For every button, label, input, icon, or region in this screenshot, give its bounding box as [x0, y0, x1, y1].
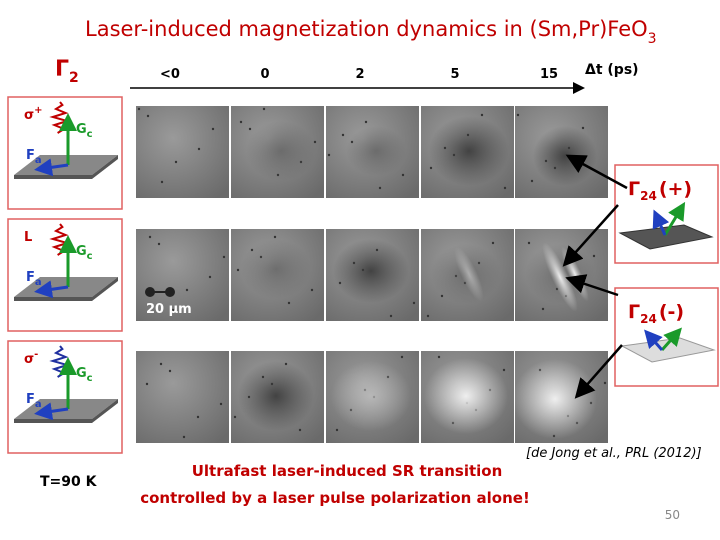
- microscope-image: [231, 106, 324, 198]
- page-number: 50: [665, 508, 680, 522]
- time-label: 0: [260, 67, 269, 82]
- polarization-label: σ+: [24, 105, 43, 123]
- citation: [de Jong et al., PRL (2012)]: [526, 446, 702, 461]
- time-label: 2: [355, 67, 364, 82]
- polarization-panel: σ+ Gc Fa: [7, 96, 123, 210]
- microscope-image: [136, 351, 229, 443]
- final-phase-panel: Γ24 (+): [614, 164, 719, 264]
- microscope-image: [515, 106, 608, 198]
- polarization-label: L: [24, 230, 32, 245]
- final-phase-panel: Γ24 (-): [614, 287, 719, 387]
- time-label: 15: [540, 67, 558, 82]
- microscope-image: [421, 351, 514, 443]
- g-label: Gc: [76, 244, 93, 262]
- time-label: 5: [450, 67, 459, 82]
- time-unit: Δt (ps): [585, 62, 639, 78]
- microscope-image: [231, 351, 324, 443]
- microscope-image: [326, 106, 419, 198]
- time-label: <0: [160, 67, 180, 82]
- microscope-image: [136, 229, 229, 321]
- temperature: T=90 K: [40, 474, 98, 490]
- caption-line: controlled by a laser pulse polarization…: [140, 489, 530, 507]
- pointer-arrows: [562, 154, 628, 399]
- microscope-image: [421, 106, 514, 198]
- f-label: Fa: [26, 270, 42, 288]
- microscope-image: [326, 351, 419, 443]
- microscope-image: [231, 229, 324, 321]
- polarization-panel: σ- Gc Fa: [7, 340, 123, 454]
- microscope-image: [136, 106, 229, 198]
- microscope-image: [515, 229, 608, 321]
- initial-phase: Γ2: [55, 57, 79, 86]
- polarization-label: σ-: [24, 349, 38, 367]
- g-label: Gc: [76, 366, 93, 384]
- microscope-image: [421, 229, 514, 321]
- scale-bar: 20 μm: [145, 287, 192, 317]
- scale-label: 20 μm: [146, 302, 192, 317]
- polarization-panel: L Gc Fa: [7, 218, 123, 332]
- f-label: Fa: [26, 392, 42, 410]
- title: Laser-induced magnetization dynamics in …: [85, 17, 657, 47]
- g-label: Gc: [76, 122, 93, 140]
- microscope-image: [513, 351, 608, 443]
- final-phase-label: Γ24 (+): [628, 178, 692, 203]
- final-phase-label: Γ24 (-): [628, 301, 684, 326]
- microscope-image: [326, 229, 419, 321]
- caption-line: Ultrafast laser-induced SR transition: [192, 462, 503, 480]
- f-label: Fa: [26, 148, 42, 166]
